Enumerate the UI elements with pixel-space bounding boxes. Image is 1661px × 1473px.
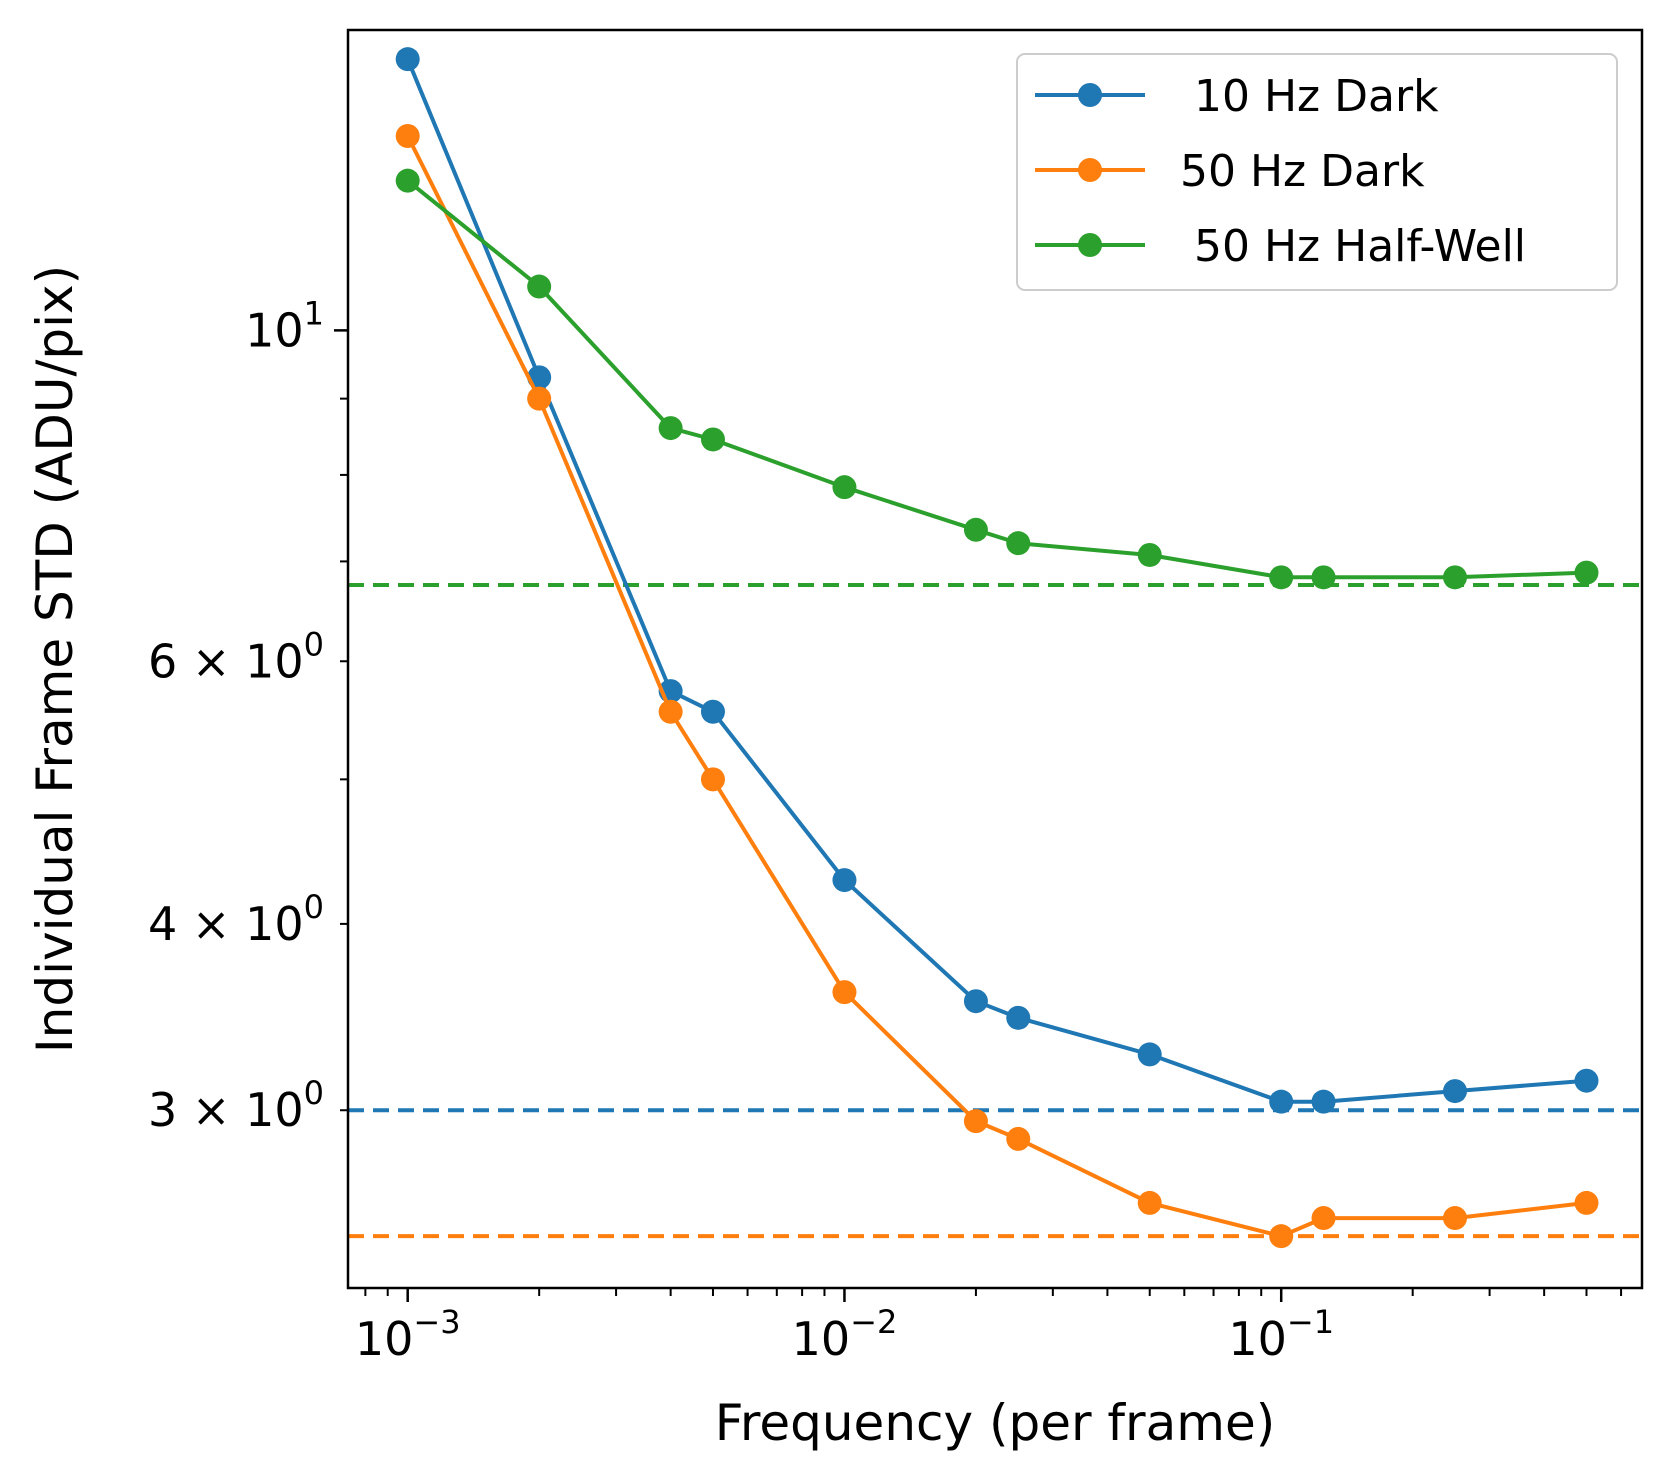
y-tick-label: 4 × 100 <box>148 888 324 951</box>
data-point-10-hz-dark <box>963 989 988 1014</box>
data-point-50-hz-dark <box>832 980 857 1005</box>
data-point-50-hz-dark <box>395 123 420 148</box>
data-point-50-hz-half-well <box>1443 565 1468 590</box>
x-axis-label: Frequency (per frame) <box>715 1394 1275 1452</box>
data-point-50-hz-dark <box>1311 1206 1336 1231</box>
y-axis: 3 × 100 4 × 100 6 × 100 101 <box>148 294 348 1137</box>
legend-marker-10hz-dark <box>1078 83 1102 107</box>
series-line-50-hz-half-well <box>406 179 1587 580</box>
data-point-10-hz-dark <box>1311 1089 1336 1114</box>
data-point-10-hz-dark <box>1137 1042 1162 1067</box>
legend-label-10hz-dark: 10 Hz Dark <box>1180 71 1439 122</box>
data-point-50-hz-half-well <box>1311 565 1336 590</box>
plot-frame <box>346 28 1644 1290</box>
x-tick-label: 10−2 <box>792 1303 898 1366</box>
x-axis: 10−3 10−2 10−1 <box>355 1288 1623 1366</box>
data-point-50-hz-half-well <box>700 427 725 452</box>
x-tick-label: 10−3 <box>355 1303 461 1366</box>
data-point-50-hz-dark <box>963 1109 988 1134</box>
data-point-10-hz-dark <box>700 699 725 724</box>
data-point-50-hz-dark <box>1574 1190 1599 1215</box>
y-tick-label: 3 × 100 <box>148 1074 324 1137</box>
data-point-50-hz-dark <box>1269 1224 1294 1249</box>
data-point-50-hz-half-well <box>832 475 857 500</box>
data-point-50-hz-half-well <box>1137 542 1162 567</box>
y-tick-label: 101 <box>245 294 324 357</box>
data-point-10-hz-dark <box>832 868 857 893</box>
series-line-50-hz-dark <box>405 135 1587 1239</box>
data-point-10-hz-dark <box>1443 1079 1468 1104</box>
data-point-50-hz-half-well <box>658 416 683 441</box>
data-point-50-hz-dark <box>1443 1206 1468 1231</box>
data-point-50-hz-dark <box>527 386 552 411</box>
data-point-50-hz-half-well <box>527 274 552 299</box>
legend-label-50hz-dark: 50 Hz Dark <box>1180 146 1425 197</box>
x-tick-label: 10−1 <box>1228 1303 1334 1366</box>
data-point-10-hz-dark <box>1006 1005 1031 1030</box>
series-layer <box>395 47 1599 1249</box>
legend-frame <box>1016 53 1618 291</box>
data-point-50-hz-half-well <box>1006 531 1031 556</box>
data-point-50-hz-dark <box>1137 1190 1162 1215</box>
legend-marker-50hz-half-well <box>1078 233 1102 257</box>
y-tick-label: 6 × 100 <box>148 625 324 688</box>
data-point-10-hz-dark <box>1574 1068 1599 1093</box>
data-point-10-hz-dark <box>395 47 420 72</box>
legend: 10 Hz Dark 50 Hz Dark 50 Hz Half-Well <box>1016 53 1618 291</box>
data-point-50-hz-half-well <box>963 517 988 542</box>
data-point-50-hz-half-well <box>395 168 420 193</box>
legend-label-50hz-half-well: 50 Hz Half-Well <box>1180 221 1526 272</box>
data-point-10-hz-dark <box>1269 1089 1294 1114</box>
data-point-50-hz-half-well <box>1574 560 1599 585</box>
series-line-10-hz-dark <box>405 58 1587 1104</box>
data-point-50-hz-dark <box>658 699 683 724</box>
data-point-50-hz-dark <box>1006 1126 1031 1151</box>
reference-lines <box>348 582 1642 1239</box>
data-point-50-hz-half-well <box>1269 565 1294 590</box>
y-axis-label: Individual Frame STD (ADU/pix) <box>26 265 84 1053</box>
legend-marker-50hz-dark <box>1078 158 1102 182</box>
data-point-50-hz-dark <box>700 767 725 792</box>
